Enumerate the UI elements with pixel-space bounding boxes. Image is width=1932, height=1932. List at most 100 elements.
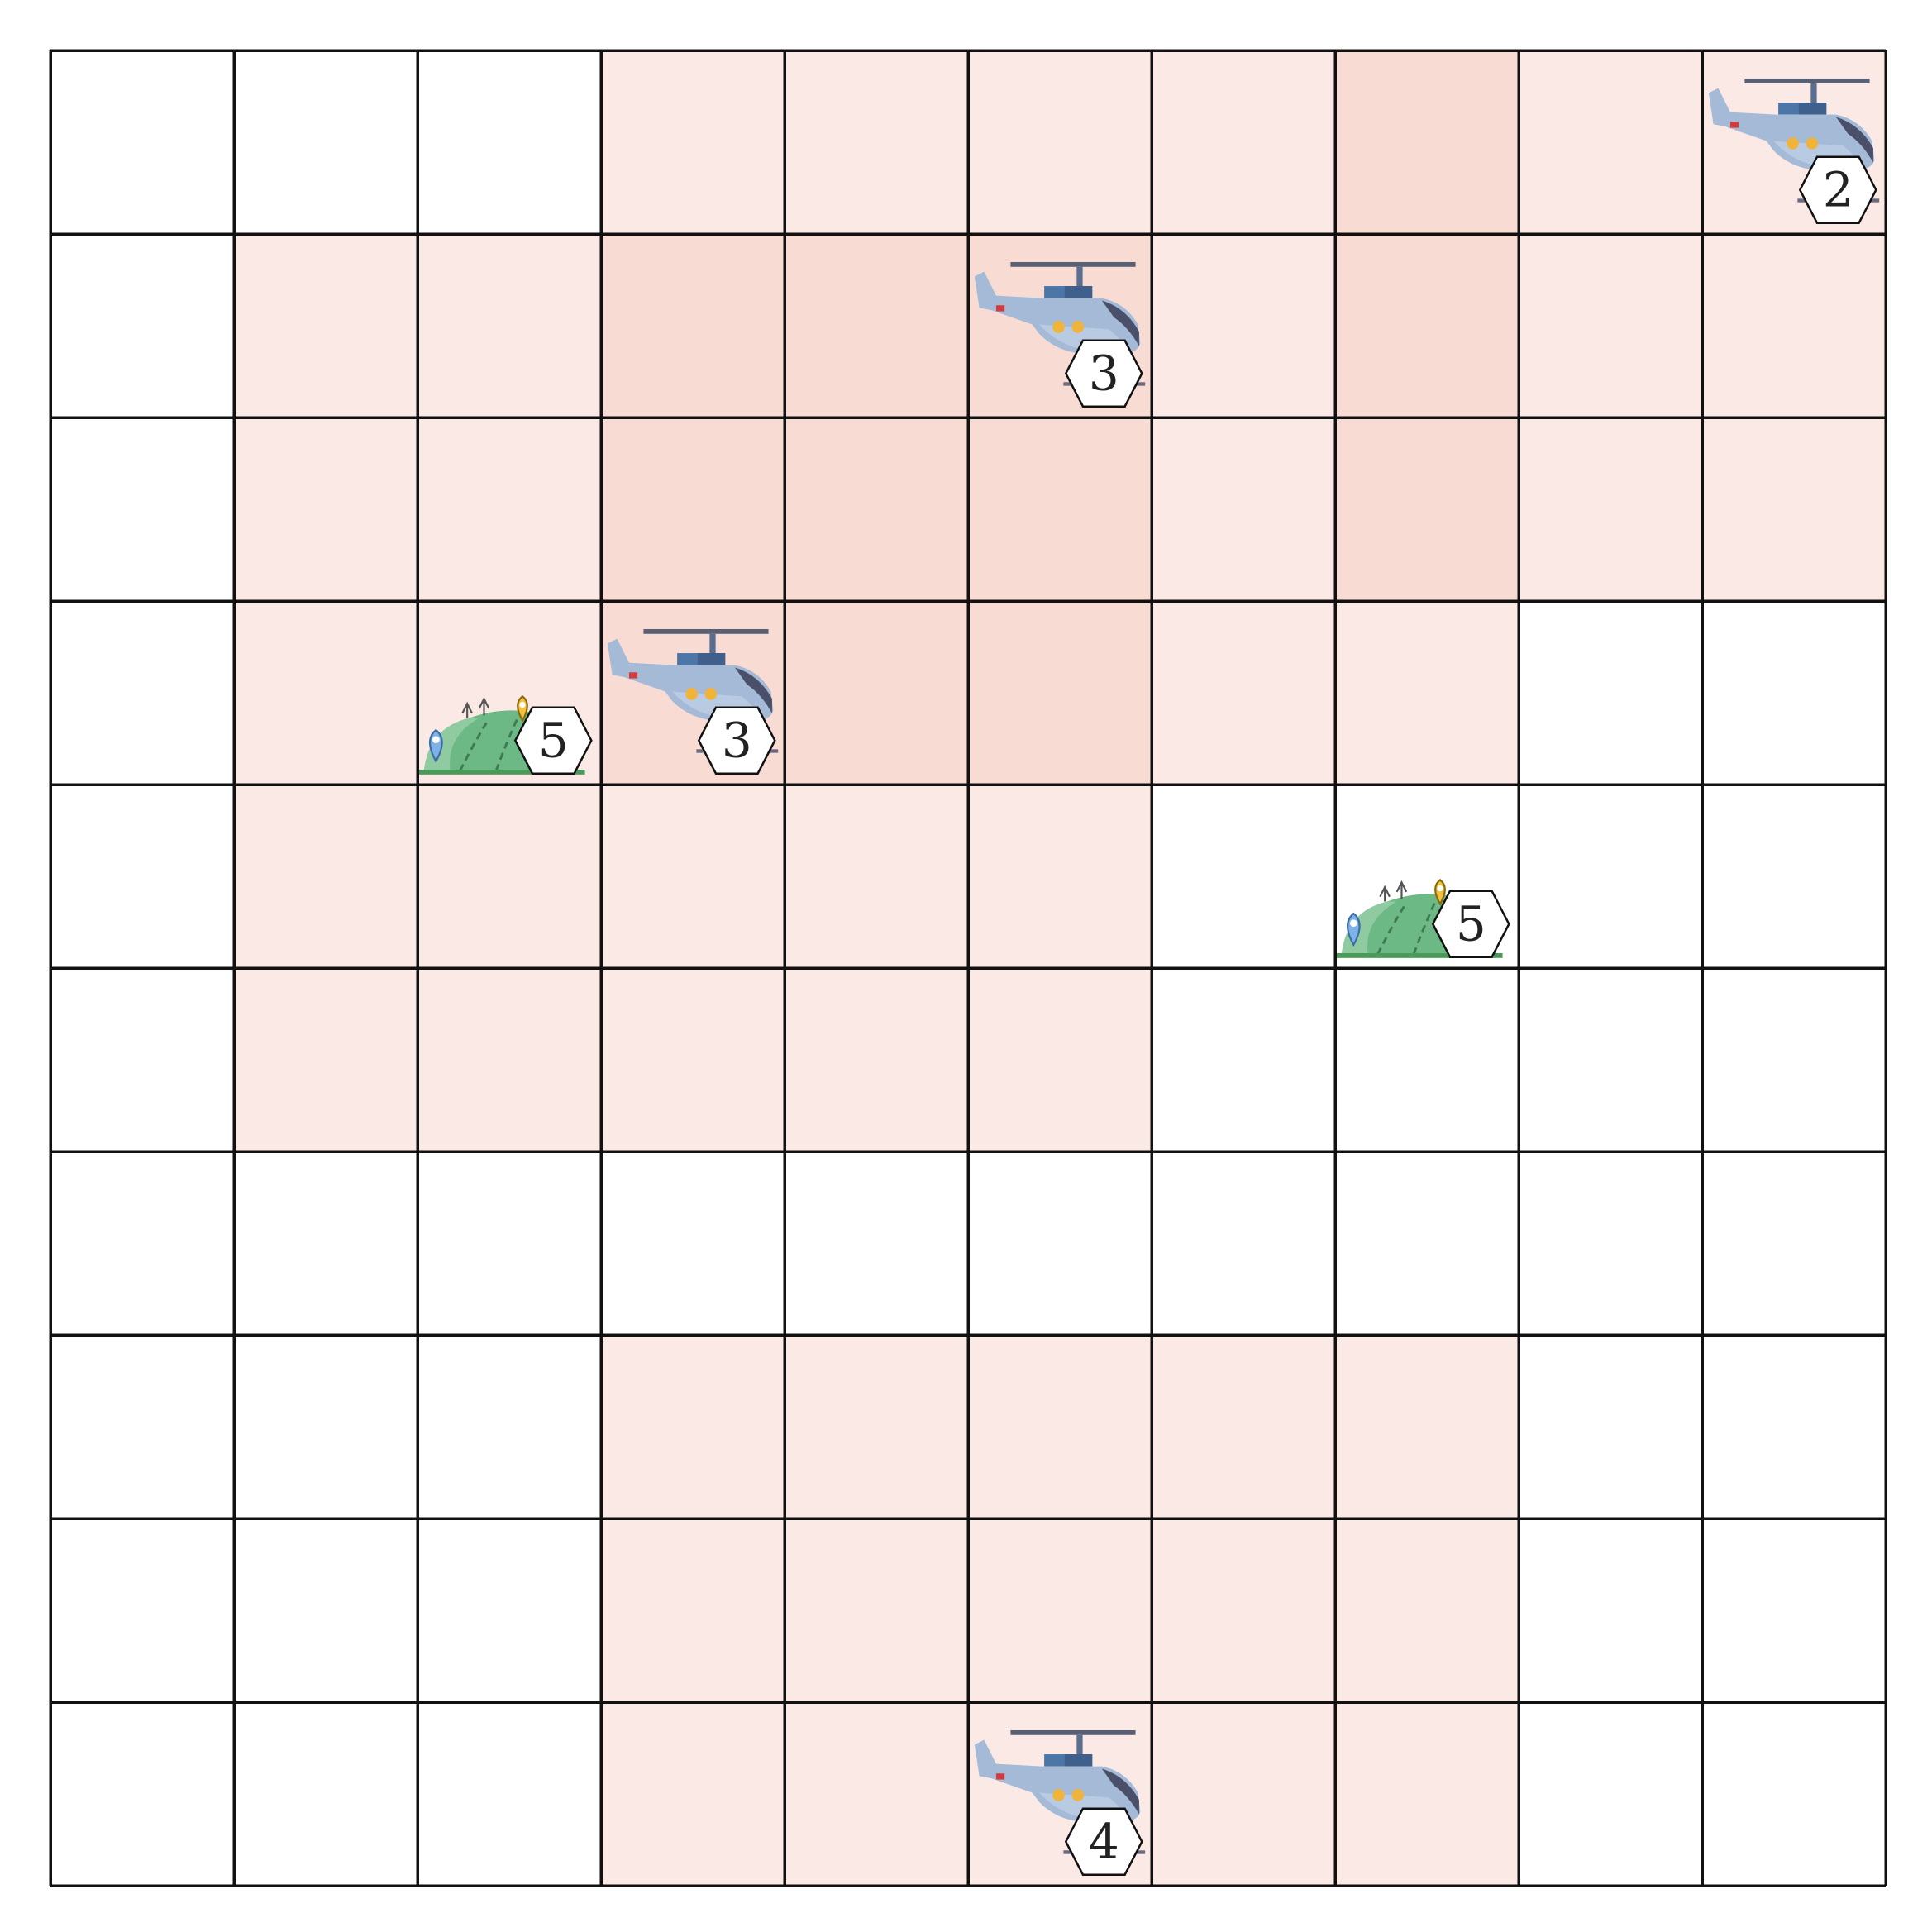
board-cell[interactable] — [417, 50, 601, 234]
board-cell[interactable] — [785, 1702, 968, 1886]
board-cell[interactable] — [968, 1152, 1152, 1335]
board-cell[interactable] — [1519, 234, 1702, 417]
helicopter-unit[interactable]: 3 — [974, 261, 1146, 408]
board-cell[interactable] — [234, 50, 417, 234]
helicopter-unit[interactable]: 3 — [607, 628, 779, 775]
board-cell[interactable] — [785, 785, 968, 968]
board-cell[interactable] — [50, 1519, 234, 1702]
board-cell[interactable] — [601, 968, 785, 1152]
board-cell[interactable] — [1152, 417, 1335, 601]
board-cell[interactable] — [50, 1152, 234, 1335]
board-cell[interactable] — [1519, 1152, 1702, 1335]
board-cell[interactable] — [234, 1152, 417, 1335]
board-cell[interactable] — [1519, 50, 1702, 234]
board-cell[interactable] — [785, 234, 968, 417]
board-cell[interactable] — [50, 968, 234, 1152]
board-cell[interactable] — [601, 1152, 785, 1335]
board-cell[interactable] — [785, 1152, 968, 1335]
board-cell[interactable] — [417, 417, 601, 601]
board-cell[interactable] — [417, 1335, 601, 1519]
board-cell[interactable] — [1702, 234, 1886, 417]
board-cell[interactable] — [601, 50, 785, 234]
board-cell[interactable] — [417, 968, 601, 1152]
board-cell[interactable] — [50, 50, 234, 234]
board-cell[interactable] — [1702, 1519, 1886, 1702]
board-cell[interactable] — [234, 234, 417, 417]
board-cell[interactable] — [785, 417, 968, 601]
board-cell[interactable] — [601, 1519, 785, 1702]
board-cell[interactable] — [968, 785, 1152, 968]
board-cell[interactable] — [50, 417, 234, 601]
board-cell[interactable] — [1152, 785, 1335, 968]
board-cell[interactable] — [417, 234, 601, 417]
board-cell[interactable] — [1519, 601, 1702, 785]
helicopter-unit[interactable]: 2 — [1708, 78, 1880, 224]
board-cell[interactable] — [785, 1519, 968, 1702]
board-cell[interactable] — [1702, 1335, 1886, 1519]
board-cell[interactable] — [601, 1335, 785, 1519]
board-cell[interactable] — [417, 785, 601, 968]
board-cell[interactable] — [50, 785, 234, 968]
hill-unit[interactable]: 5 — [419, 694, 593, 776]
board-cell[interactable] — [1152, 601, 1335, 785]
board-cell[interactable] — [968, 50, 1152, 234]
board-cell[interactable] — [1702, 601, 1886, 785]
board-cell[interactable] — [785, 50, 968, 234]
hill-unit[interactable]: 5 — [1337, 878, 1510, 960]
board-cell[interactable] — [1335, 50, 1519, 234]
helicopter-unit[interactable]: 4 — [974, 1729, 1146, 1876]
board-cell[interactable] — [234, 1702, 417, 1886]
board-cell[interactable] — [1702, 785, 1886, 968]
board-cell[interactable] — [1702, 417, 1886, 601]
board-cell[interactable] — [1152, 1702, 1335, 1886]
board-cell[interactable] — [785, 968, 968, 1152]
board-cell[interactable] — [50, 234, 234, 417]
board-cell[interactable] — [417, 1519, 601, 1702]
board-cell[interactable] — [1335, 601, 1519, 785]
board-cell[interactable] — [1152, 50, 1335, 234]
board-cell[interactable] — [785, 601, 968, 785]
board-cell[interactable] — [1335, 417, 1519, 601]
board-cell[interactable] — [968, 1335, 1152, 1519]
board-cell[interactable] — [1702, 968, 1886, 1152]
board-cell[interactable] — [1519, 785, 1702, 968]
board-cell[interactable] — [234, 785, 417, 968]
board-cell[interactable] — [601, 1702, 785, 1886]
board-cell[interactable] — [50, 1335, 234, 1519]
board-cell[interactable] — [968, 1519, 1152, 1702]
board-cell[interactable] — [234, 1335, 417, 1519]
board-cell[interactable] — [234, 1519, 417, 1702]
board-cell[interactable] — [1152, 1519, 1335, 1702]
board-cell[interactable] — [968, 601, 1152, 785]
board-cell[interactable] — [1519, 968, 1702, 1152]
board-cell[interactable] — [1335, 968, 1519, 1152]
board-cell[interactable] — [234, 601, 417, 785]
board-cell[interactable] — [1152, 968, 1335, 1152]
board-cell[interactable] — [1152, 1152, 1335, 1335]
board-cell[interactable] — [1335, 1702, 1519, 1886]
board-cell[interactable] — [1519, 1702, 1702, 1886]
board-cell[interactable] — [1519, 1519, 1702, 1702]
board-cell[interactable] — [1702, 1152, 1886, 1335]
board-cell[interactable] — [601, 417, 785, 601]
board-cell[interactable] — [601, 785, 785, 968]
board-cell[interactable] — [1335, 1519, 1519, 1702]
board-cell[interactable] — [1152, 234, 1335, 417]
board-cell[interactable] — [417, 1152, 601, 1335]
board-cell[interactable] — [968, 417, 1152, 601]
board-cell[interactable] — [1335, 234, 1519, 417]
board-cell[interactable] — [1335, 1152, 1519, 1335]
board-cell[interactable] — [1519, 417, 1702, 601]
board-cell[interactable] — [1335, 1335, 1519, 1519]
board-cell[interactable] — [1152, 1335, 1335, 1519]
board-cell[interactable] — [234, 417, 417, 601]
board-cell[interactable] — [968, 968, 1152, 1152]
board-cell[interactable] — [785, 1335, 968, 1519]
board-cell[interactable] — [1702, 1702, 1886, 1886]
board-cell[interactable] — [601, 234, 785, 417]
board-cell[interactable] — [234, 968, 417, 1152]
board-cell[interactable] — [50, 601, 234, 785]
board-cell[interactable] — [1519, 1335, 1702, 1519]
board-cell[interactable] — [417, 1702, 601, 1886]
board-cell[interactable] — [50, 1702, 234, 1886]
